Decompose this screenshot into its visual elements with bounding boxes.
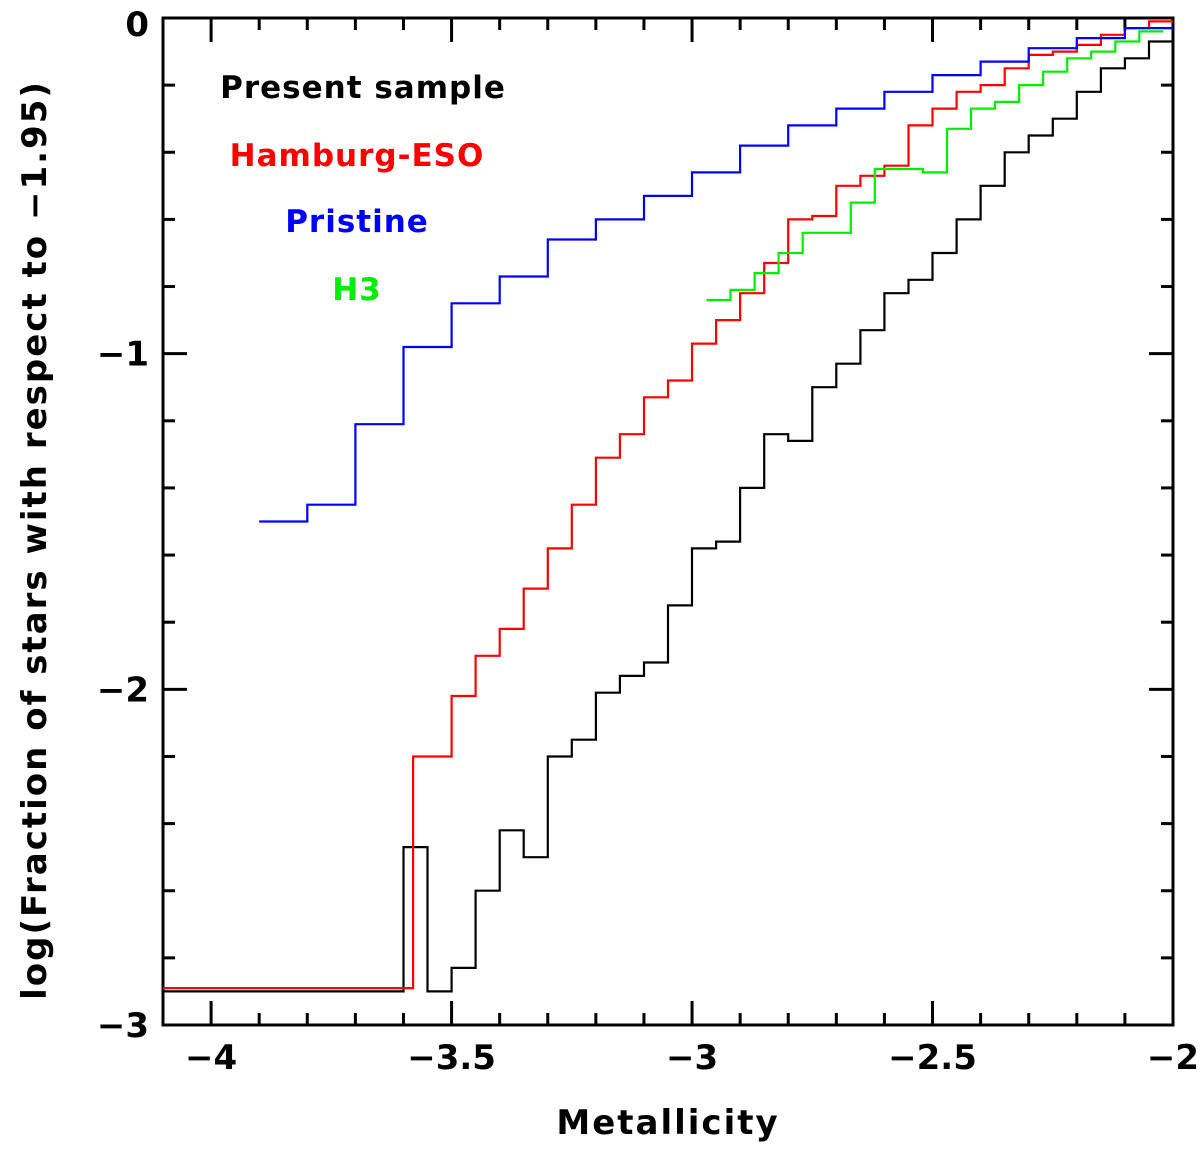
x-tick-label: −3 — [666, 1038, 718, 1078]
x-tick-label: −2.5 — [888, 1038, 977, 1078]
tick-labels: −4 −3.5 −3 −2.5 −2 −3 −2 −1 0 — [97, 5, 1199, 1078]
y-tick-label: −3 — [97, 1006, 149, 1046]
series-line-pristine — [259, 27, 1173, 523]
series-line-present-sample — [163, 40, 1173, 993]
y-tick-label: −2 — [97, 670, 149, 710]
y-axis-title: log(Fraction of stars with respect to −1… — [15, 80, 55, 1000]
legend-label-h3: H3 — [332, 272, 382, 308]
y-tick-label: −1 — [97, 335, 149, 375]
x-axis-title: Metallicity — [556, 1103, 779, 1143]
x-tick-label: −4 — [185, 1038, 237, 1078]
y-tick-label: 0 — [125, 5, 149, 45]
legend-label-present-sample: Present sample — [220, 70, 506, 106]
x-tick-label: −2 — [1147, 1038, 1199, 1078]
plot-frame — [161, 16, 1175, 1027]
axis-ticks — [161, 16, 1175, 1027]
series-lines — [163, 20, 1173, 993]
x-tick-label: −3.5 — [407, 1038, 496, 1078]
series-line-h3 — [706, 30, 1164, 302]
series-line-hamburg-eso — [163, 20, 1173, 990]
legend-label-pristine: Pristine — [285, 204, 429, 240]
legend-label-hamburg-eso: Hamburg-ESO — [230, 138, 485, 174]
legend: Present sample Hamburg-ESO Pristine H3 — [220, 70, 506, 308]
